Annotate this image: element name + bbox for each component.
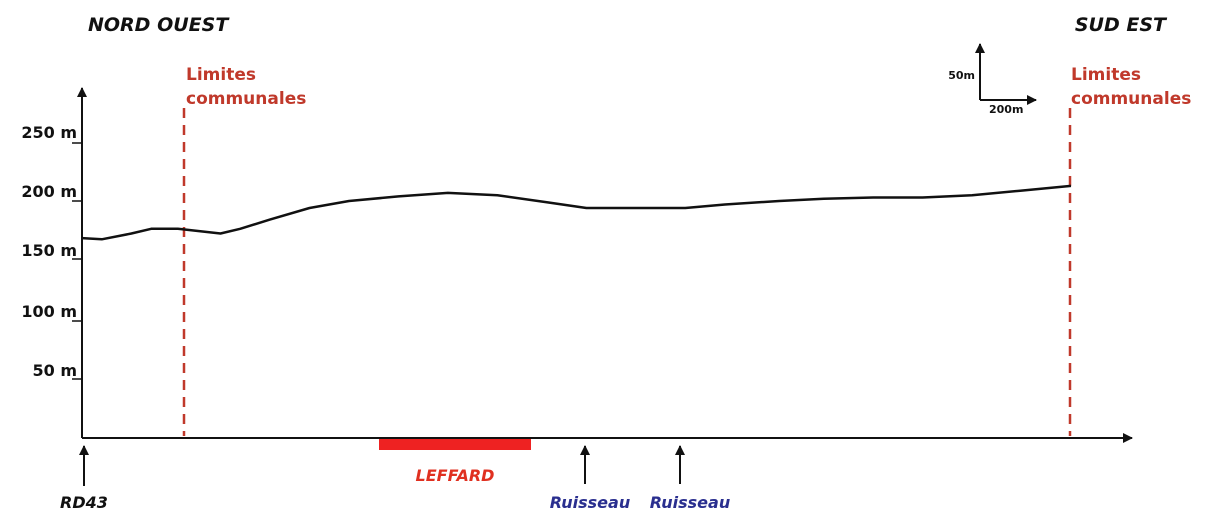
ytick-label-250: 250 m — [21, 123, 77, 142]
limit-label-left-line2: communales — [186, 89, 306, 109]
title-nord-ouest: NORD OUEST — [88, 14, 230, 36]
ytick-label-200: 200 m — [21, 182, 77, 201]
rd43-label: RD43 — [60, 493, 108, 512]
leffard-bar — [379, 439, 531, 450]
ytick-label-100: 100 m — [21, 302, 77, 321]
leffard-label: LEFFARD — [416, 466, 495, 485]
y-ticks: 250 m 200 m 150 m 100 m 50 m — [21, 123, 82, 380]
scale-vertical-label: 50m — [948, 69, 975, 82]
ruisseau-1-label: Ruisseau — [550, 493, 630, 512]
ytick-label-150: 150 m — [21, 241, 77, 260]
scale-horizontal-label: 200m — [989, 103, 1023, 116]
limit-label-right-line1: Limites — [1071, 65, 1141, 85]
limit-label-left-line1: Limites — [186, 65, 256, 85]
elevation-profile-line — [81, 184, 1072, 241]
limit-label-right-line2: communales — [1071, 89, 1191, 109]
ytick-label-50: 50 m — [32, 361, 77, 380]
scale-indicator: 50m 200m — [948, 43, 1037, 116]
ruisseau-2-label: Ruisseau — [650, 493, 730, 512]
title-sud-est: SUD EST — [1075, 14, 1168, 36]
